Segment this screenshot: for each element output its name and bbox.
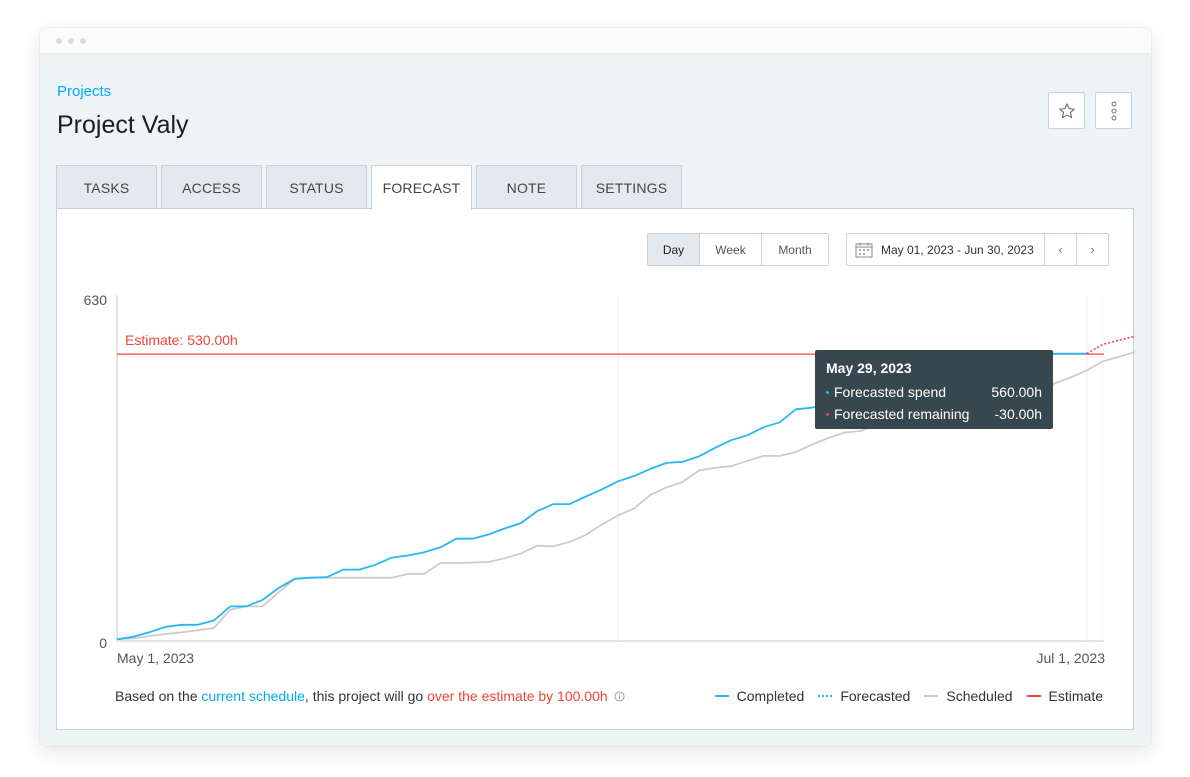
window-dot [56, 37, 62, 44]
tooltip-value: -30.00h [994, 406, 1042, 422]
tooltip-row-remaining: Forecasted remaining -30.00h [826, 403, 1042, 425]
favorite-button[interactable] [1048, 92, 1085, 129]
page-title: Project Valy [57, 111, 189, 139]
y-tick-label: 0 [99, 635, 107, 651]
tab-tasks[interactable]: TASKS [56, 165, 157, 209]
tooltip-row-spend: Forecasted spend 560.00h [826, 381, 1042, 403]
summary-prefix: Based on the [115, 688, 202, 704]
date-range-label[interactable]: May 01, 2023 - Jun 30, 2023 [881, 242, 1034, 257]
more-vertical-icon [1111, 101, 1116, 120]
window-dot [68, 37, 74, 44]
chart-legend: Completed Forecasted Scheduled Estimate [714, 688, 1103, 704]
y-tick-label: 630 [84, 292, 108, 308]
x-tick-label: Jul 1, 2023 [1037, 650, 1106, 666]
granularity-month[interactable]: Month [762, 234, 828, 265]
tab-forecast[interactable]: FORECAST [371, 165, 472, 210]
tooltip-value: 560.00h [991, 384, 1042, 400]
bullet-icon [826, 390, 829, 394]
legend-scheduled[interactable]: Scheduled [924, 688, 1013, 704]
date-range-picker: May 01, 2023 - Jun 30, 2023 ‹ › [846, 233, 1109, 266]
prev-range-button[interactable]: ‹ [1044, 234, 1076, 265]
granularity-day[interactable]: Day [648, 234, 700, 265]
forecast-chart: 0 630 May 1, 2023 Jul 1, 2023 Estimate: 530.… [84, 292, 1135, 666]
legend-label: Forecasted [840, 688, 911, 704]
window-dot [80, 37, 86, 44]
summary-middle: , this project will go [304, 688, 428, 704]
legend-swatch [924, 695, 939, 697]
granularity-week[interactable]: Week [700, 234, 762, 265]
legend-label: Completed [736, 688, 805, 704]
x-tick-label: May 1, 2023 [117, 650, 194, 666]
legend-label: Scheduled [946, 688, 1013, 704]
forecast-panel: Day Week Month May 01, 2023 - Jun 30, 20… [56, 208, 1135, 730]
next-range-button[interactable]: › [1076, 234, 1108, 265]
legend-swatch [714, 695, 729, 697]
legend-forecasted[interactable]: Forecasted [818, 688, 910, 704]
tab-status[interactable]: STATUS [266, 165, 367, 209]
legend-completed[interactable]: Completed [714, 688, 805, 704]
legend-swatch [1026, 695, 1041, 697]
calendar-icon [855, 242, 873, 258]
app-window: Projects Project Valy TASKS ACCESS STATU… [40, 28, 1151, 746]
bullet-icon [826, 412, 829, 416]
series-forecasted-line [1086, 335, 1135, 355]
star-icon [1058, 102, 1075, 118]
legend-estimate[interactable]: Estimate [1026, 688, 1103, 704]
tooltip-date: May 29, 2023 [826, 360, 912, 376]
overage-warning: over the estimate by 100.00h [427, 688, 608, 704]
tab-bar: TASKS ACCESS STATUS FORECAST NOTE SETTIN… [56, 165, 682, 210]
tab-access[interactable]: ACCESS [161, 165, 262, 209]
legend-label: Estimate [1048, 688, 1103, 704]
tab-settings[interactable]: SETTINGS [581, 165, 682, 209]
window-titlebar [40, 28, 1151, 54]
chart-tooltip: May 29, 2023 Forecasted spend 560.00h Fo… [815, 350, 1053, 429]
granularity-toggle: Day Week Month [647, 233, 829, 266]
more-options-button[interactable] [1095, 92, 1132, 129]
current-schedule-link[interactable]: current schedule [201, 688, 305, 704]
tooltip-label: Forecasted remaining [834, 406, 970, 422]
tab-note[interactable]: NOTE [476, 165, 577, 209]
estimate-label: Estimate: 530.00h [125, 332, 238, 348]
forecast-summary: Based on the current schedule , this pro… [115, 688, 625, 704]
tooltip-label: Forecasted spend [834, 384, 947, 400]
legend-swatch [818, 695, 833, 697]
info-icon[interactable] [614, 690, 625, 702]
breadcrumb-projects[interactable]: Projects [57, 83, 112, 100]
